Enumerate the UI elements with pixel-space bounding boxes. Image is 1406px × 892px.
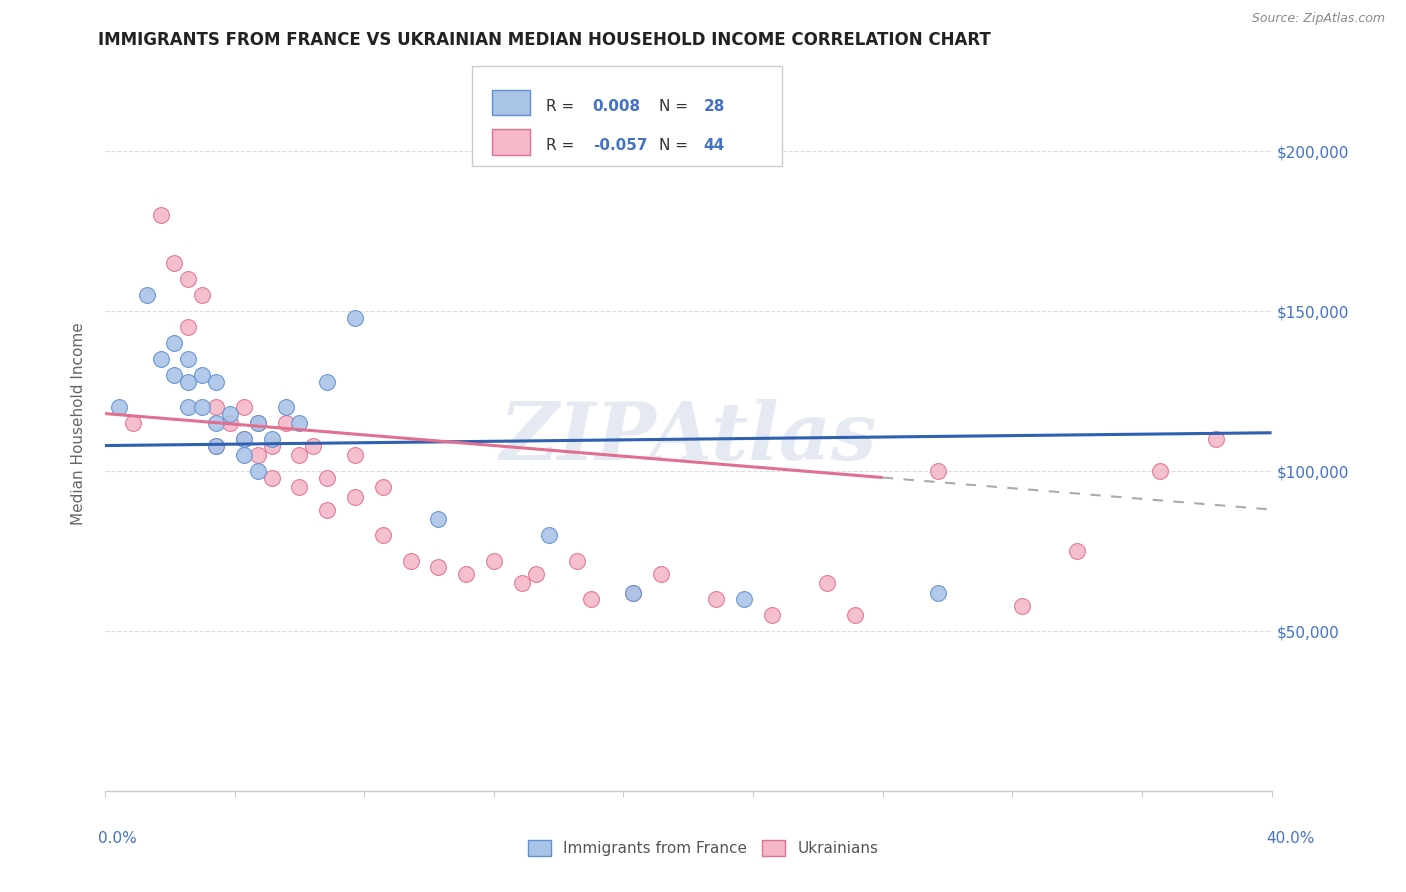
Point <box>844 608 866 623</box>
Point <box>927 586 949 600</box>
Point <box>427 512 450 526</box>
Point <box>538 528 561 542</box>
Text: N =: N = <box>659 138 693 153</box>
Text: ZIPAtlas: ZIPAtlas <box>499 399 877 476</box>
Point <box>232 432 254 446</box>
Legend: Immigrants from France, Ukrainians: Immigrants from France, Ukrainians <box>522 834 884 862</box>
Text: 40.0%: 40.0% <box>1267 831 1315 846</box>
Point <box>288 416 311 430</box>
Point <box>510 576 533 591</box>
Text: 0.008: 0.008 <box>592 99 641 114</box>
Point <box>260 432 283 446</box>
Point <box>316 375 339 389</box>
Point <box>246 416 269 430</box>
Text: R =: R = <box>546 99 579 114</box>
FancyBboxPatch shape <box>492 128 530 154</box>
Point <box>316 470 339 484</box>
Point <box>1011 599 1033 613</box>
Point <box>205 400 228 414</box>
Point <box>219 407 242 421</box>
Text: IMMIGRANTS FROM FRANCE VS UKRAINIAN MEDIAN HOUSEHOLD INCOME CORRELATION CHART: IMMIGRANTS FROM FRANCE VS UKRAINIAN MEDI… <box>98 31 991 49</box>
Point <box>302 438 325 452</box>
Point <box>163 336 186 351</box>
Point <box>482 554 505 568</box>
Point <box>177 375 200 389</box>
Point <box>399 554 422 568</box>
Point <box>371 480 394 494</box>
Point <box>927 464 949 478</box>
Point <box>149 208 172 222</box>
FancyBboxPatch shape <box>472 66 782 166</box>
Text: R =: R = <box>546 138 579 153</box>
Point <box>232 448 254 462</box>
Point <box>524 566 547 581</box>
Point <box>191 288 214 302</box>
Text: Source: ZipAtlas.com: Source: ZipAtlas.com <box>1251 12 1385 25</box>
Text: 28: 28 <box>703 99 725 114</box>
Text: 44: 44 <box>703 138 724 153</box>
Point <box>316 502 339 516</box>
Point <box>274 400 297 414</box>
Point <box>621 586 644 600</box>
Point <box>288 448 311 462</box>
Point <box>246 464 269 478</box>
Point <box>815 576 838 591</box>
Text: 0.0%: 0.0% <box>98 831 138 846</box>
Point <box>205 375 228 389</box>
Point <box>108 400 131 414</box>
Point <box>260 438 283 452</box>
FancyBboxPatch shape <box>492 89 530 115</box>
Point <box>567 554 589 568</box>
Point <box>219 416 242 430</box>
Point <box>579 592 602 607</box>
Point <box>1149 464 1171 478</box>
Point <box>191 400 214 414</box>
Point <box>232 432 254 446</box>
Point <box>454 566 477 581</box>
Point <box>260 470 283 484</box>
Point <box>177 400 200 414</box>
Point <box>427 560 450 574</box>
Point <box>246 448 269 462</box>
Point <box>205 438 228 452</box>
Point <box>177 320 200 334</box>
Point <box>246 416 269 430</box>
Point <box>371 528 394 542</box>
Point <box>343 310 366 325</box>
Point <box>621 586 644 600</box>
Y-axis label: Median Household Income: Median Household Income <box>72 322 86 524</box>
Point <box>191 368 214 383</box>
Text: N =: N = <box>659 99 693 114</box>
Point <box>650 566 672 581</box>
Point <box>205 416 228 430</box>
Point <box>1066 544 1088 558</box>
Point <box>205 438 228 452</box>
Point <box>343 490 366 504</box>
Point <box>121 416 143 430</box>
Point <box>232 400 254 414</box>
Point <box>343 448 366 462</box>
Point <box>177 272 200 286</box>
Point <box>274 416 297 430</box>
Point <box>761 608 783 623</box>
Point <box>704 592 727 607</box>
Point <box>149 352 172 367</box>
Point <box>177 352 200 367</box>
Point <box>163 256 186 270</box>
Text: -0.057: -0.057 <box>592 138 647 153</box>
Point <box>1205 432 1227 446</box>
Point <box>135 288 157 302</box>
Point <box>288 480 311 494</box>
Point <box>733 592 755 607</box>
Point <box>163 368 186 383</box>
